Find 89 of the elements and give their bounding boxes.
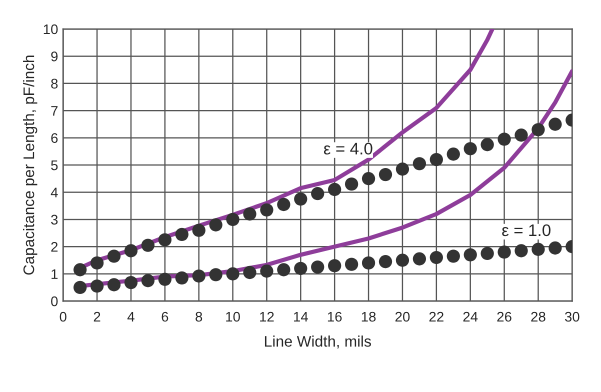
point: [362, 256, 376, 270]
point: [260, 264, 274, 278]
y-tick-label: 10: [44, 24, 58, 34]
point: [344, 258, 358, 271]
y-tick-label: 9: [51, 52, 58, 62]
point: [430, 153, 443, 166]
point: [141, 238, 155, 252]
point: [294, 262, 308, 275]
point: [498, 246, 511, 259]
y-tick-label: 3: [51, 214, 58, 225]
point: [192, 269, 206, 283]
y-tick-label: 2: [51, 242, 58, 252]
x-tick-label: 30: [564, 312, 580, 322]
point: [548, 241, 562, 255]
point: [532, 242, 545, 256]
point: [328, 182, 342, 196]
point: [498, 132, 511, 146]
point: [209, 218, 222, 232]
point: [311, 187, 324, 200]
point: [158, 233, 172, 246]
x-tick-label: 10: [226, 312, 240, 322]
point: [90, 280, 104, 293]
point: [378, 255, 392, 268]
x-tick-label: 16: [328, 312, 342, 322]
point: [158, 272, 172, 286]
point: [396, 162, 410, 176]
x-tick-label: 2: [94, 312, 100, 322]
point: [412, 252, 426, 266]
point: [328, 259, 342, 272]
point: [480, 246, 494, 260]
point: [260, 203, 274, 217]
point: [226, 267, 240, 280]
x-tick-label: 20: [395, 312, 410, 322]
y-tick-label: 1: [52, 269, 58, 279]
x-tick-label: 28: [531, 312, 546, 322]
point: [107, 250, 121, 263]
point: [514, 128, 528, 142]
point: [344, 177, 358, 191]
y-tick-label: 8: [51, 78, 58, 89]
x-tick-label: 4: [127, 312, 134, 322]
point: [548, 118, 562, 131]
y-tick-label: 6: [51, 133, 58, 143]
point: [124, 244, 138, 258]
x-tick-label: 6: [162, 312, 168, 322]
point: [514, 244, 528, 258]
annotation: ε = 4.0: [324, 142, 372, 155]
point: [464, 248, 477, 262]
point: [532, 123, 545, 136]
point: [107, 278, 121, 292]
point: [277, 198, 290, 212]
point: [243, 266, 256, 280]
point: [480, 138, 494, 152]
y-tick-label: 4: [50, 188, 58, 198]
x-tick-label: 18: [362, 312, 376, 322]
point: [141, 274, 155, 288]
point: [446, 250, 460, 263]
point: [311, 260, 324, 274]
point: [396, 254, 410, 267]
x-tick-label: 22: [429, 312, 444, 322]
point: [378, 168, 392, 182]
x-tick-label: 24: [463, 312, 478, 322]
point: [73, 263, 87, 276]
x-tick-label: 12: [260, 312, 274, 322]
point: [412, 157, 426, 170]
point: [243, 207, 256, 221]
point: [90, 256, 104, 270]
point: [73, 280, 87, 294]
point: [464, 142, 477, 156]
point: [277, 263, 290, 276]
point: [175, 228, 188, 241]
y-tick-label: 0: [51, 296, 58, 306]
y-tick-label: 7: [51, 106, 58, 116]
y-axis-title: Capacitance per Length, pF/inch: [23, 56, 38, 275]
point: [362, 172, 376, 186]
point: [124, 276, 138, 290]
x-axis-title: Line Width, mils: [264, 336, 371, 349]
x-tick-label: 0: [60, 312, 66, 322]
x-tick-label: 8: [196, 312, 202, 322]
point: [294, 192, 308, 206]
point: [446, 148, 460, 161]
x-tick-label: 26: [497, 312, 512, 322]
y-tick-label: 5: [51, 160, 58, 170]
point: [192, 224, 206, 237]
point: [175, 271, 188, 285]
point: [209, 268, 222, 282]
point: [430, 250, 443, 264]
x-tick-label: 14: [294, 312, 308, 322]
annotation: ε = 1.0: [502, 224, 550, 236]
point: [226, 212, 240, 226]
